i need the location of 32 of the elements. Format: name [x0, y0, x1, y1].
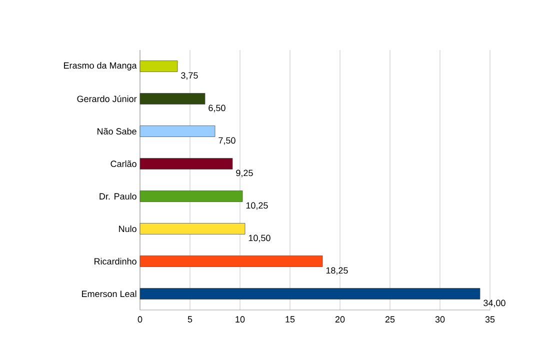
- bar: [140, 256, 323, 267]
- bar: [140, 158, 233, 170]
- data-label: 10,25: [246, 202, 268, 210]
- x-tick-label: 10: [236, 316, 245, 323]
- data-label: 34,00: [484, 300, 506, 308]
- x-tick-label: 35: [485, 316, 495, 323]
- x-tick-label: 0: [138, 316, 142, 323]
- y-tick-label: Emerson Leal: [82, 290, 136, 298]
- bar: [140, 223, 246, 234]
- bar: [140, 93, 206, 104]
- data-label: 10,50: [248, 234, 270, 242]
- data-label: 9,25: [236, 170, 253, 178]
- x-tick-label: 5: [188, 316, 192, 322]
- y-tick-label: Nulo: [119, 225, 136, 232]
- x-tick-label: 15: [286, 316, 295, 322]
- y-tick-label: Ricardinho: [94, 258, 136, 265]
- bar: [140, 288, 480, 300]
- bar: [140, 60, 178, 72]
- y-tick-label: Carlão: [110, 160, 136, 168]
- data-label: 18,25: [326, 267, 348, 275]
- x-tick-label: 20: [335, 316, 345, 323]
- x-tick-label: 25: [385, 316, 395, 323]
- y-tick-label: Gerardo Júnior: [77, 95, 137, 102]
- y-tick-label: Não Sabe: [98, 128, 136, 135]
- x-tick-label: 30: [435, 316, 445, 323]
- data-label: 3,75: [181, 72, 198, 80]
- data-label: 7,50: [218, 137, 236, 145]
- y-tick-label: Erasmo da Manga: [64, 62, 137, 70]
- bar: [140, 190, 243, 202]
- bar: [140, 126, 216, 137]
- y-tick-label: Dr. Paulo: [100, 192, 136, 200]
- data-label: 6,50: [208, 104, 226, 112]
